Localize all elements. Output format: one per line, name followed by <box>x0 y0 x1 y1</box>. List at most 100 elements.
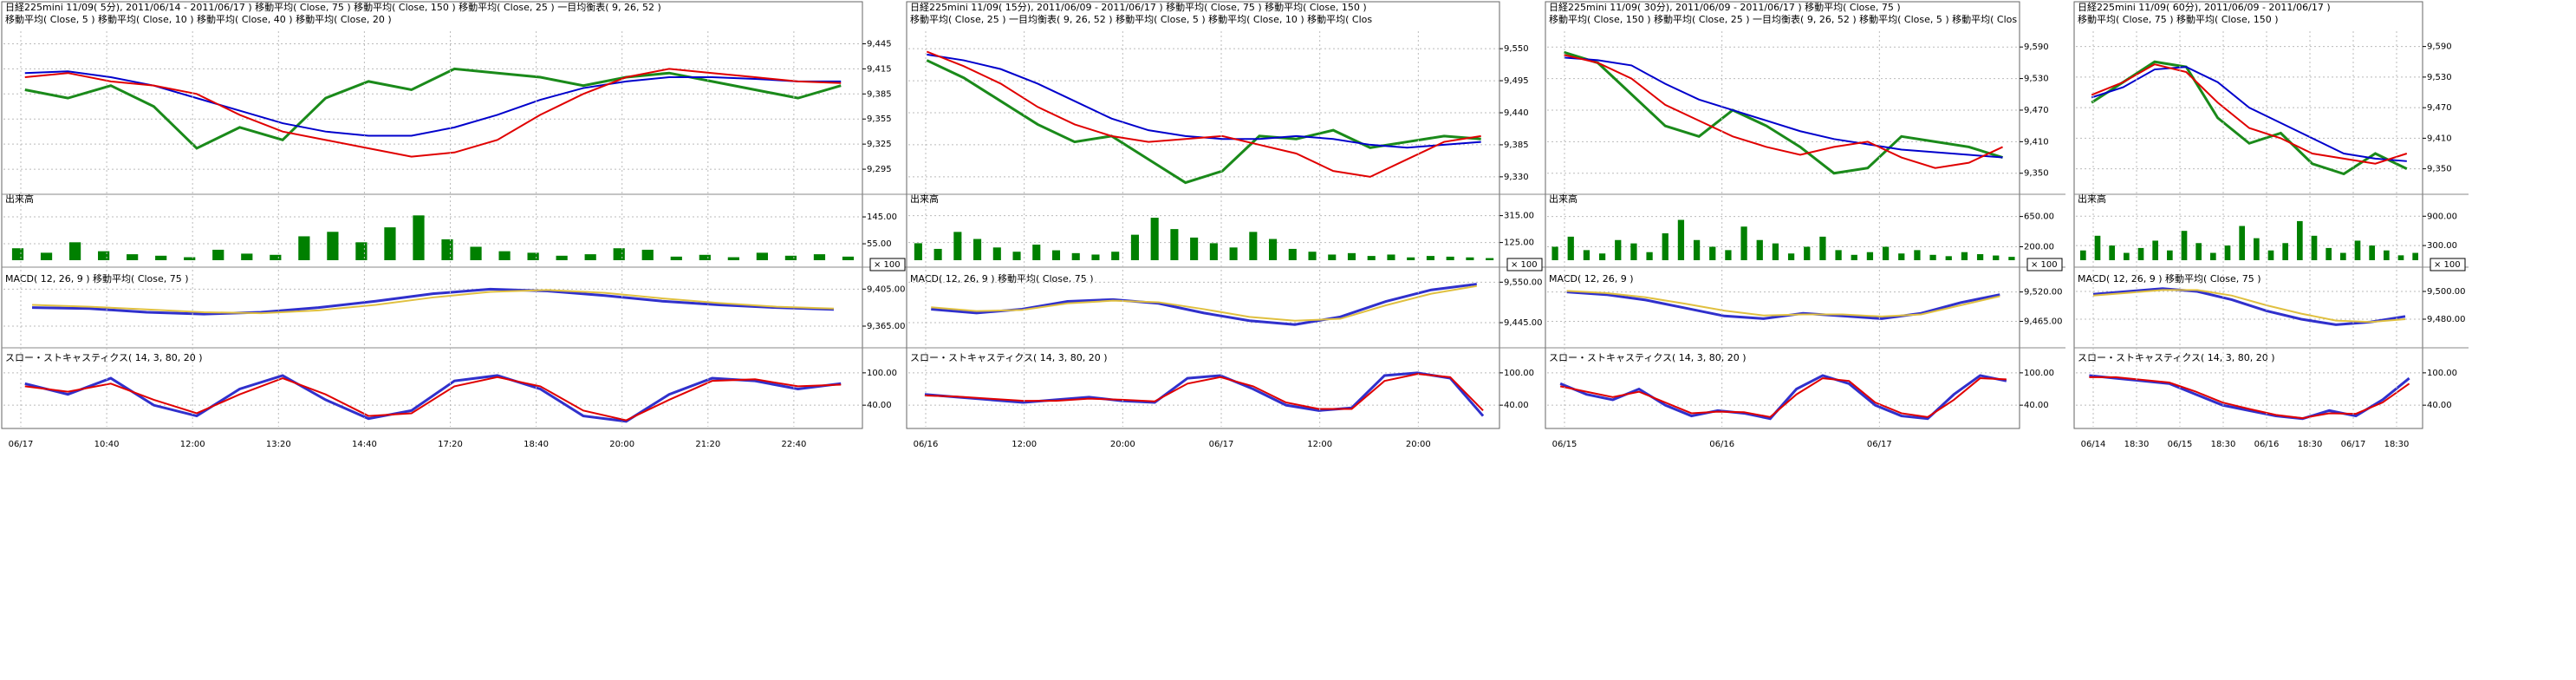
unit-box <box>2026 258 2063 271</box>
volume-bar <box>1835 250 1842 260</box>
volume-bar <box>1709 246 1716 260</box>
x-tick-label: 06/14 <box>2081 440 2106 449</box>
indicator-title: 移動平均( Close, 5 ) 移動平均( Close, 10 ) 移動平均(… <box>5 13 392 25</box>
section-label: スロー・ストキャスティクス( 14, 3, 80, 20 ) <box>2078 352 2275 363</box>
y-tick-label: 900.00 <box>2427 212 2457 221</box>
volume-bar <box>1032 245 1041 260</box>
indicator-title: 移動平均( Close, 25 ) 一目均衡表( 9, 26, 52 ) 移動平… <box>910 13 1372 25</box>
volume-bar <box>1772 243 1779 260</box>
y-tick-label: 9,405.00 <box>867 284 906 294</box>
volume-bar <box>1111 252 1120 260</box>
series-line <box>2089 376 2410 420</box>
volume-bar <box>2094 235 2101 260</box>
volume-bar <box>1407 257 1415 260</box>
series-line <box>2089 374 2410 421</box>
x-tick-label: 18:30 <box>2384 440 2410 449</box>
y-tick-label: 9,590 <box>2427 42 2452 52</box>
volume-bar <box>2080 250 2086 260</box>
volume-bar <box>1662 233 1669 260</box>
volume-bar <box>1976 254 1984 260</box>
unit-box <box>1506 258 1543 271</box>
y-tick-label: 9,350 <box>2427 165 2452 174</box>
y-tick-label: 9,480.00 <box>2427 315 2466 324</box>
y-tick-label: 9,410 <box>2024 137 2049 147</box>
series-line <box>1566 290 2000 317</box>
volume-bar <box>973 239 982 260</box>
series-line <box>24 376 842 422</box>
volume-bar <box>527 252 539 260</box>
volume-bar <box>756 252 768 260</box>
y-tick-label: 100.00 <box>2024 369 2054 378</box>
volume-bar <box>470 246 482 260</box>
indicator-title: 日経225mini 11/09( 60分), 2011/06/09 - 2011… <box>2078 2 2331 13</box>
volume-bar <box>1851 254 1857 260</box>
volume-bar <box>1598 253 1606 260</box>
series-line <box>2091 66 2407 162</box>
volume-bar <box>1288 248 1297 260</box>
volume-bar <box>1787 253 1795 260</box>
series-line <box>924 373 1484 412</box>
indicator-title: 移動平均( Close, 150 ) 移動平均( Close, 25 ) 一目均… <box>1549 13 2017 25</box>
y-tick-label: 200.00 <box>2024 243 2054 252</box>
volume-bar <box>2195 243 2202 260</box>
volume-bar <box>498 251 511 260</box>
y-tick-label: 40.00 <box>867 401 892 410</box>
volume-bar <box>2254 238 2260 260</box>
volume-bar <box>355 242 368 260</box>
volume-bar <box>270 254 282 260</box>
section-label: MACD( 12, 26, 9 ) 移動平均( Close, 75 ) <box>910 272 1094 284</box>
x-tick-label: 10:40 <box>94 440 120 449</box>
volume-bar <box>1466 257 1474 260</box>
volume-bar <box>155 255 167 260</box>
y-tick-label: 100.00 <box>867 369 897 378</box>
series-line <box>1566 291 2000 320</box>
x-tick-label: 20:00 <box>1110 440 1135 449</box>
y-tick-label: 40.00 <box>1504 401 1529 410</box>
volume-bar <box>2282 243 2288 260</box>
volume-bar <box>2340 252 2346 260</box>
volume-bar <box>1387 254 1395 260</box>
volume-bar <box>1945 256 1952 260</box>
volume-bar <box>1426 256 1434 260</box>
x-tick-label: 12:00 <box>180 440 205 449</box>
y-tick-label: 40.00 <box>2024 401 2049 410</box>
volume-bar <box>1646 252 1653 260</box>
volume-bar <box>1269 239 1278 260</box>
volume-bar <box>1446 256 1454 260</box>
volume-bar <box>2297 220 2303 260</box>
x-tick-label: 12:00 <box>1307 440 1332 449</box>
indicator-title: 日経225mini 11/09( 5分), 2011/06/14 - 2011/… <box>5 1 661 13</box>
volume-bar <box>1130 234 1139 260</box>
x-tick-label: 06/17 <box>1209 440 1234 449</box>
volume-bar <box>2412 252 2418 260</box>
y-tick-label: 9,350 <box>2024 169 2049 179</box>
section-label: 出来高 <box>2078 193 2106 205</box>
volume-bar <box>1583 250 1590 260</box>
volume-bar <box>2354 240 2361 260</box>
volume-bar <box>127 254 139 260</box>
volume-bar <box>2267 250 2274 260</box>
volume-bar <box>1308 252 1317 260</box>
volume-bar <box>2167 250 2173 260</box>
indicator-title: 移動平均( Close, 75 ) 移動平均( Close, 150 ) <box>2078 13 2279 25</box>
volume-bar <box>2369 245 2375 260</box>
volume-bar <box>2239 226 2245 260</box>
volume-bar <box>384 227 396 260</box>
y-tick-label: 9,365.00 <box>867 322 906 331</box>
volume-bar <box>98 251 110 260</box>
series-line <box>931 284 1477 322</box>
y-tick-label: 9,530 <box>2024 75 2049 84</box>
x-tick-label: 13:20 <box>266 440 291 449</box>
y-tick-label: 315.00 <box>1504 212 1534 221</box>
section-label: 出来高 <box>910 193 939 205</box>
volume-bar <box>641 249 654 260</box>
y-tick-label: 9,520.00 <box>2024 288 2063 298</box>
volume-bar <box>953 232 962 260</box>
volume-bar <box>1051 250 1061 260</box>
volume-bar <box>1961 252 1968 260</box>
volume-bar <box>40 252 53 260</box>
volume-bar <box>1170 229 1179 260</box>
section-label: MACD( 12, 26, 9 ) 移動平均( Close, 75 ) <box>5 272 189 284</box>
volume-bar <box>1249 232 1258 260</box>
